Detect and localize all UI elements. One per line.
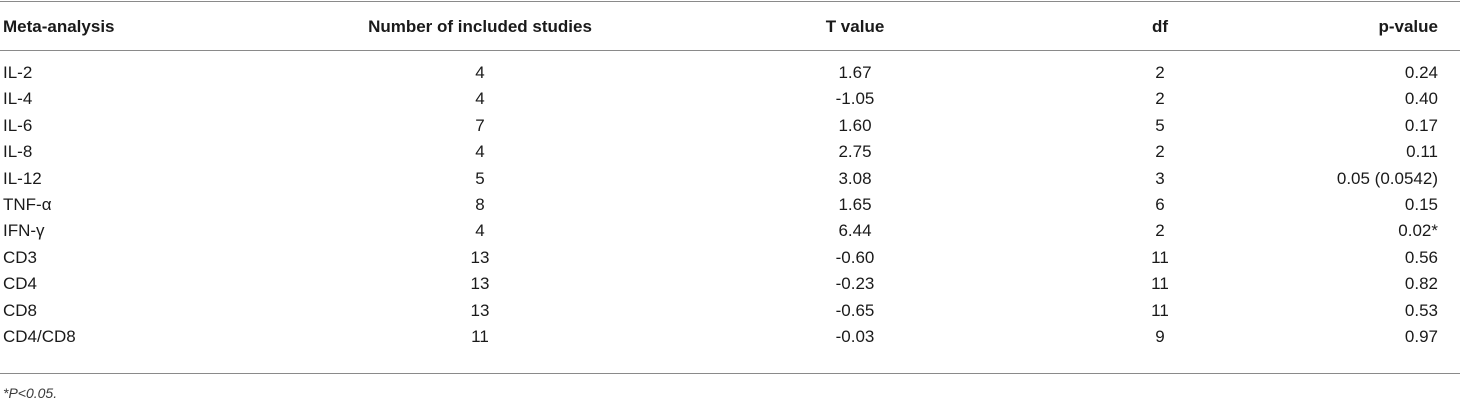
table-row: IL-12 5 3.08 3 0.05 (0.0542) — [0, 165, 1460, 193]
cell-df: 11 — [1151, 300, 1169, 320]
header-p-value: p-value — [1378, 17, 1438, 36]
cell-df: 2 — [1155, 142, 1165, 162]
table-row: CD4/CD8 11 -0.03 9 0.97 — [0, 323, 1460, 351]
cell-study-count: 13 — [470, 300, 490, 320]
cell-study-count: 4 — [475, 142, 485, 162]
cell-t-value: -0.03 — [835, 327, 875, 346]
table-footnote: *P<0.05. — [3, 385, 58, 401]
cell-p-value: 0.02* — [1398, 221, 1438, 241]
cell-t-value: 1.60 — [838, 115, 872, 135]
header-t-value: T value — [825, 17, 885, 36]
cell-analyte: IL-4 — [3, 89, 33, 109]
table-row: IFN-γ 4 6.44 2 0.02* — [0, 217, 1460, 245]
table-row: IL-6 7 1.60 5 0.17 — [0, 112, 1460, 140]
header-number-of-studies: Number of included studies — [368, 17, 592, 36]
cell-df: 11 — [1151, 274, 1169, 294]
cell-t-value: -0.65 — [835, 300, 875, 320]
cell-analyte: IL-8 — [3, 142, 33, 162]
cell-p-value: 0.17 — [1404, 115, 1438, 135]
cell-analyte: CD3 — [3, 247, 38, 267]
table-row: CD3 13 -0.60 11 0.56 — [0, 244, 1460, 272]
cell-study-count: 4 — [475, 63, 485, 82]
table-header-row: Meta-analysis Number of included studies… — [0, 13, 1460, 41]
table-row: TNF-α 8 1.65 6 0.15 — [0, 191, 1460, 219]
cell-study-count: 13 — [470, 274, 490, 294]
cell-t-value: 3.08 — [838, 168, 872, 188]
cell-df: 6 — [1155, 195, 1165, 214]
cell-analyte: TNF-α — [3, 195, 52, 214]
cell-p-value: 0.24 — [1404, 63, 1438, 82]
table-row: CD8 13 -0.65 11 0.53 — [0, 297, 1460, 325]
cell-df: 3 — [1155, 168, 1165, 188]
cell-p-value: 0.11 — [1406, 142, 1438, 162]
header-df: df — [1151, 17, 1169, 36]
table-row: IL-2 4 1.67 2 0.24 — [0, 59, 1460, 87]
cell-t-value: 2.75 — [838, 142, 872, 162]
cell-df: 9 — [1155, 327, 1165, 346]
cell-study-count: 7 — [475, 115, 485, 135]
table-top-rule — [0, 1, 1460, 2]
cell-p-value: 0.97 — [1404, 327, 1438, 346]
cell-analyte: CD4/CD8 — [3, 327, 76, 346]
table-bottom-rule — [0, 373, 1460, 374]
cell-study-count: 4 — [475, 89, 485, 109]
cell-df: 2 — [1155, 89, 1165, 109]
cell-p-value: 0.82 — [1404, 274, 1438, 294]
cell-t-value: -0.60 — [835, 247, 875, 267]
cell-study-count: 4 — [475, 221, 485, 241]
cell-analyte: CD8 — [3, 300, 38, 320]
table-row: CD4 13 -0.23 11 0.82 — [0, 270, 1460, 298]
table-row: IL-4 4 -1.05 2 0.40 — [0, 85, 1460, 113]
cell-p-value: 0.56 — [1404, 247, 1438, 267]
cell-p-value: 0.40 — [1404, 89, 1438, 109]
cell-study-count: 13 — [470, 247, 490, 267]
cell-t-value: -1.05 — [835, 89, 875, 109]
cell-df: 11 — [1151, 247, 1169, 267]
cell-study-count: 8 — [475, 195, 485, 214]
cell-df: 2 — [1155, 63, 1165, 82]
table-row: IL-8 4 2.75 2 0.11 — [0, 138, 1460, 166]
cell-p-value: 0.05 (0.0542) — [1336, 168, 1438, 188]
cell-analyte: IL-2 — [3, 63, 33, 82]
cell-study-count: 11 — [471, 327, 489, 346]
cell-study-count: 5 — [475, 168, 485, 188]
cell-p-value: 0.53 — [1404, 300, 1438, 320]
cell-p-value: 0.15 — [1404, 195, 1438, 214]
cell-t-value: 1.65 — [838, 195, 872, 214]
cell-analyte: IL-6 — [3, 115, 33, 135]
cell-df: 2 — [1155, 221, 1165, 241]
cell-df: 5 — [1155, 115, 1165, 135]
cell-t-value: 1.67 — [838, 63, 872, 82]
header-meta-analysis: Meta-analysis — [3, 17, 115, 36]
cell-t-value: 6.44 — [838, 221, 872, 241]
cell-analyte: CD4 — [3, 274, 38, 294]
table-header-rule — [0, 50, 1460, 51]
cell-t-value: -0.23 — [835, 274, 875, 294]
cell-analyte: IL-12 — [3, 168, 42, 188]
cell-analyte: IFN-γ — [3, 221, 45, 241]
